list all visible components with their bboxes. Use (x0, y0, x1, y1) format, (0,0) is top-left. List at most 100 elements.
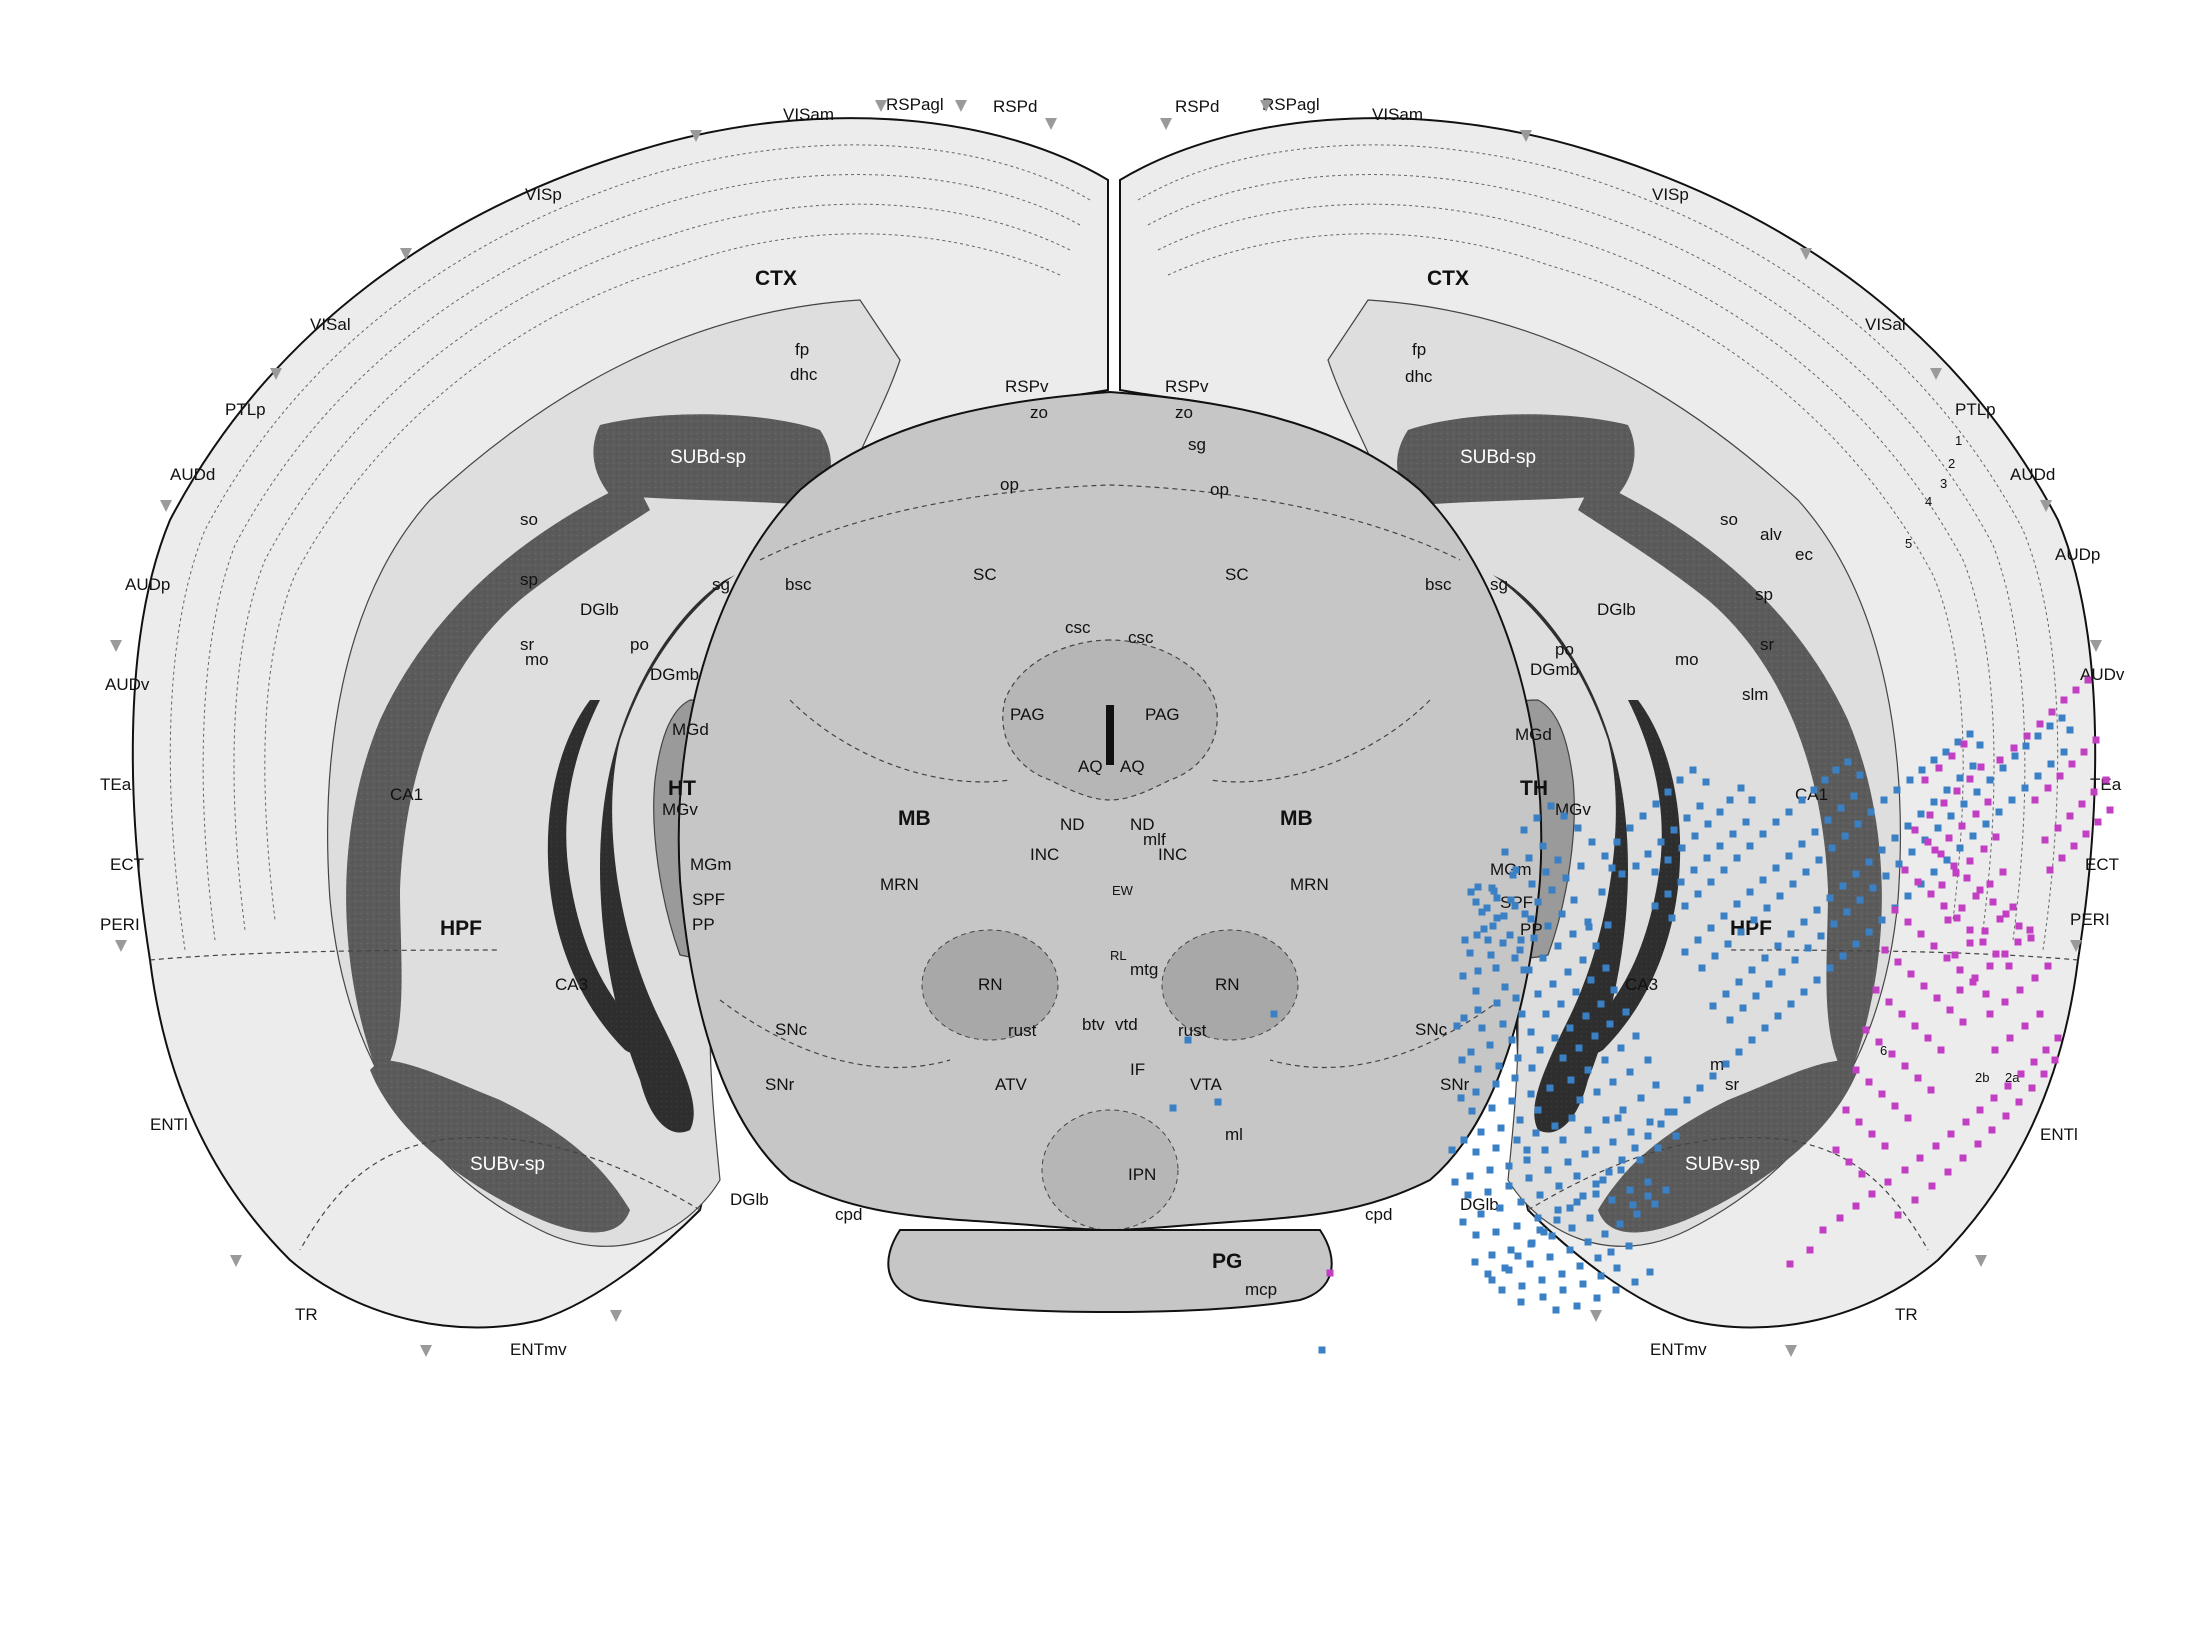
point-blue (1523, 1156, 1531, 1164)
point-blue (1694, 936, 1702, 944)
point-magenta (1872, 986, 1880, 994)
point-blue (1573, 1172, 1581, 1180)
point-blue (1720, 912, 1728, 920)
marker (2070, 940, 2082, 952)
point-blue (1930, 868, 1938, 876)
point-blue (1694, 890, 1702, 898)
right-csc: csc (1128, 628, 1154, 647)
point-blue (1830, 920, 1838, 928)
point-blue (1512, 994, 1520, 1002)
point-blue (1752, 992, 1760, 1000)
point-blue (1509, 871, 1517, 879)
left-rspv: RSPv (1005, 377, 1049, 396)
point-magenta (2014, 938, 2022, 946)
point-blue (1542, 1010, 1550, 1018)
point-blue (1544, 922, 1552, 930)
point-magenta (1928, 1182, 1936, 1190)
point-magenta (1966, 775, 1974, 783)
point-magenta (1976, 1106, 1984, 1114)
point-blue (1748, 796, 1756, 804)
point-blue (1527, 1028, 1535, 1036)
point-blue (1676, 776, 1684, 784)
point-blue (1453, 1022, 1461, 1030)
rn-right (1161, 929, 1299, 1041)
point-blue (1737, 928, 1745, 936)
point-magenta (2084, 676, 2092, 684)
point-magenta (1852, 1202, 1860, 1210)
left-spf: SPF (692, 890, 725, 909)
point-magenta (2010, 744, 2018, 752)
point-blue (1573, 1198, 1581, 1206)
point-blue (1956, 844, 1964, 852)
point-blue (1467, 1048, 1475, 1056)
point-blue (1733, 854, 1741, 862)
point-blue (1493, 999, 1501, 1007)
left-sg: sg (712, 575, 730, 594)
point-magenta (1953, 914, 1961, 922)
point-blue (1878, 916, 1886, 924)
point-blue (1800, 988, 1808, 996)
point-magenta (1937, 850, 1945, 858)
point-blue (1566, 1204, 1574, 1212)
right-fp: fp (1412, 340, 1426, 359)
point-blue (1908, 848, 1916, 856)
point-blue (1169, 1104, 1177, 1112)
point-blue (1484, 1270, 1492, 1278)
point-magenta (1852, 1066, 1860, 1074)
point-blue (1785, 808, 1793, 816)
point-blue (1724, 940, 1732, 948)
point-blue (1742, 818, 1750, 826)
point-magenta (1980, 845, 1988, 853)
point-blue (1798, 796, 1806, 804)
point-magenta (2016, 986, 2024, 994)
point-blue (1810, 786, 1818, 794)
point-blue (1652, 1081, 1660, 1089)
point-magenta (1959, 1018, 1967, 1026)
point-blue (1646, 1268, 1654, 1276)
point-blue (1525, 966, 1533, 974)
point-magenta (1937, 1046, 1945, 1054)
point-blue (1633, 1210, 1641, 1218)
point-blue (1461, 936, 1469, 944)
right-ca1-pyramidal (1578, 480, 1882, 1080)
point-blue (1966, 730, 1974, 738)
point-blue (1579, 956, 1587, 964)
point-blue (1626, 824, 1634, 832)
point-blue (1651, 902, 1659, 910)
point-blue (1904, 892, 1912, 900)
point-blue (1492, 1080, 1500, 1088)
point-blue (1617, 1044, 1625, 1052)
point-blue (1566, 1024, 1574, 1032)
right-label-th: TH (1520, 777, 1548, 800)
point-magenta (2094, 818, 2102, 826)
left-ca1: CA1 (390, 785, 423, 804)
point-magenta (2036, 1010, 2044, 1018)
point-blue (1560, 812, 1568, 820)
point-magenta (1926, 811, 1934, 819)
point-blue (1629, 1201, 1637, 1209)
point-blue (1548, 886, 1556, 894)
point-blue (1841, 832, 1849, 840)
point-blue (1662, 1186, 1670, 1194)
point-magenta (2054, 1034, 2062, 1042)
point-blue (1554, 1206, 1562, 1214)
point-magenta (2044, 962, 2052, 970)
ew-label: EW (1112, 883, 1134, 898)
point-magenta (1911, 1196, 1919, 1204)
point-blue (1492, 1228, 1500, 1236)
marker (1160, 118, 1172, 130)
point-blue (1564, 968, 1572, 976)
point-blue (1548, 1232, 1556, 1240)
point-blue (1815, 856, 1823, 864)
right-sr-lower: sr (1725, 1075, 1740, 1094)
right-layer-6: 6 (1880, 1043, 1887, 1058)
point-blue (1579, 1280, 1587, 1288)
marker (110, 640, 122, 652)
point-blue (1507, 896, 1515, 904)
point-blue (2060, 748, 2068, 756)
left-audd: AUDd (170, 465, 215, 484)
point-blue (1791, 956, 1799, 964)
right-visp: VISp (1652, 185, 1689, 204)
point-magenta (1891, 906, 1899, 914)
point-magenta (2028, 1084, 2036, 1092)
